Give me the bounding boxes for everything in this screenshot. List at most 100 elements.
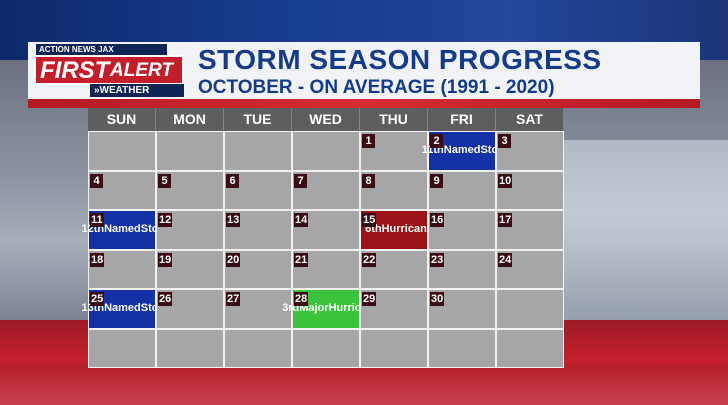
day-number: 18 [90, 252, 105, 267]
event-label-line: Named [443, 144, 481, 157]
calendar-day-22: 22 [360, 249, 428, 289]
day-number: 27 [226, 292, 241, 306]
event-label-line: Hurricane [328, 302, 380, 315]
event-label-line: 11th [421, 144, 444, 157]
day-number: 7 [294, 173, 307, 188]
calendar-day-27: 27 [224, 289, 292, 329]
weekday-header-sun: SUN [88, 108, 155, 131]
day-number: 23 [430, 252, 445, 267]
weekday-header-fri: FRI [428, 108, 495, 131]
day-number: 2 [430, 134, 443, 148]
calendar-day-1: 1 [360, 131, 428, 171]
weekday-header-wed: WED [292, 108, 359, 131]
logo-first-text: FIRST [40, 57, 110, 84]
day-number: 14 [294, 213, 309, 227]
day-number: 5 [158, 173, 171, 188]
calendar-day-8: 8 [360, 170, 428, 210]
calendar-empty-cell [360, 328, 428, 368]
calendar-day-28: 3rd Major Hurricane 28 [282, 289, 380, 329]
event-label-line: Named [104, 223, 141, 236]
event-label-line: Major [299, 302, 329, 315]
calendar-day-13: 13 [224, 210, 292, 250]
event-label-line: Hurricane [381, 223, 433, 236]
calendar-day-29: 29 [360, 289, 428, 329]
station-logo: ACTION NEWS JAX FIRST ALERT »WEATHER [28, 42, 186, 99]
calendar-day-5: 5 [156, 170, 224, 210]
calendar-day-15: 6th Hurricane 15 [360, 210, 433, 250]
calendar-empty-cell [156, 131, 224, 171]
calendar-empty-cell [496, 328, 564, 368]
event-label-line: 3rd [282, 302, 300, 315]
calendar-empty-cell [292, 131, 360, 171]
calendar-day-23: 23 [428, 249, 496, 289]
day-number: 4 [90, 173, 103, 188]
calendar-header-row: SUN MON TUE WED THU FRI SAT [88, 108, 564, 131]
calendar-day-11: 12thNamedStorm11 [81, 210, 173, 250]
background-bottom-edge [0, 365, 728, 405]
day-number: 11 [90, 213, 104, 227]
logo-weather-text: »WEATHER [90, 84, 184, 97]
calendar-day-30: 30 [428, 289, 496, 329]
calendar-grid: 1 11thNamedStorm23 4 5 6 7 8 9 10 12thNamedStorm1… [81, 131, 564, 368]
calendar-day-9: 9 [428, 170, 496, 210]
day-number: 3 [498, 134, 511, 148]
event-label-line: 12th [81, 223, 105, 236]
weekday-header-thu: THU [360, 108, 427, 131]
day-number: 24 [498, 252, 513, 267]
weekday-header-sat: SAT [496, 108, 563, 131]
logo-alert-text: ALERT [110, 60, 173, 81]
calendar-day-18: 18 [88, 249, 156, 289]
calendar-day-17: 17 [496, 210, 564, 250]
page-title: STORM SEASON PROGRESS [198, 44, 602, 75]
day-number: 8 [362, 173, 375, 188]
calendar-day-26: 26 [156, 289, 224, 329]
weekday-header-tue: TUE [224, 108, 291, 131]
calendar-day-19: 19 [156, 249, 224, 289]
logo-station-name: ACTION NEWS JAX [36, 44, 167, 55]
day-number: 16 [430, 213, 445, 227]
calendar-day-24: 24 [496, 249, 564, 289]
day-number: 25 [90, 292, 105, 306]
header-stripe [28, 99, 700, 108]
day-number: 13 [226, 213, 241, 227]
calendar-day-2: 11thNamedStorm2 [422, 131, 512, 171]
day-number: 20 [226, 252, 241, 267]
calendar-empty-cell [88, 328, 156, 368]
page-subtitle: OCTOBER - ON AVERAGE (1991 - 2020) [198, 77, 555, 98]
day-number: 15 [362, 213, 377, 227]
day-number: 19 [158, 252, 173, 267]
event-label-line: 13th [81, 302, 105, 315]
day-number: 17 [498, 213, 513, 227]
day-number: 30 [430, 292, 445, 306]
day-number: 28 [294, 292, 309, 306]
calendar-day-6: 6 [224, 170, 292, 210]
weekday-header-mon: MON [156, 108, 223, 131]
background-clouds [560, 140, 728, 320]
day-number: 21 [294, 252, 309, 267]
day-number: 10 [498, 173, 513, 188]
day-number: 6 [226, 173, 239, 188]
calendar-empty-cell [156, 328, 224, 368]
calendar-empty-cell [496, 289, 564, 329]
event-label-line: Named [104, 302, 141, 315]
calendar-empty-cell [224, 328, 292, 368]
day-number: 12 [158, 213, 173, 227]
calendar-day-20: 20 [224, 249, 292, 289]
calendar-day-16: 16 [428, 210, 496, 250]
calendar-day-3: 3 [496, 131, 564, 171]
calendar-day-14: 14 [292, 210, 360, 250]
day-number: 22 [362, 252, 377, 267]
calendar-day-7: 7 [292, 170, 360, 210]
day-number: 29 [362, 292, 377, 306]
day-number: 9 [430, 173, 443, 188]
day-number: 1 [362, 134, 375, 148]
calendar-day-10: 10 [496, 170, 564, 210]
calendar-empty-cell [88, 131, 156, 171]
logo-main-badge: FIRST ALERT [34, 55, 184, 85]
calendar-day-21: 21 [292, 249, 360, 289]
calendar-day-25: 13thNamedStorm25 [81, 289, 173, 329]
event-label-line: 6th [365, 223, 382, 236]
calendar-day-4: 4 [88, 170, 156, 210]
day-number: 26 [158, 292, 173, 306]
